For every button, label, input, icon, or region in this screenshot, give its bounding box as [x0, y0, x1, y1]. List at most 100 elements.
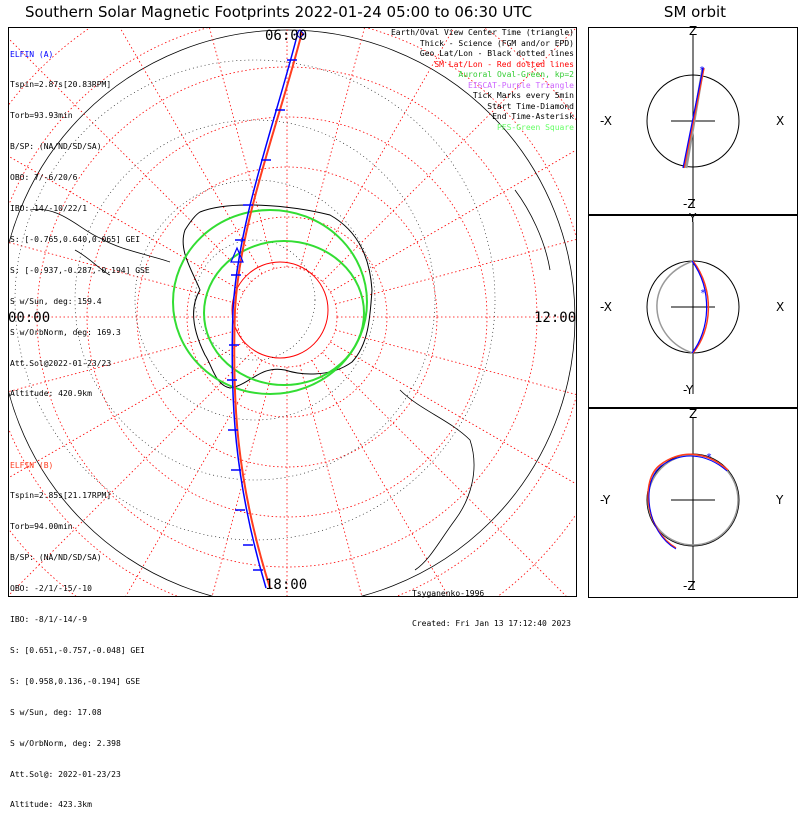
orbit-a-2 — [691, 260, 708, 354]
axis-label-up: Z — [689, 407, 697, 421]
geo-lat-circle — [194, 239, 316, 361]
sm-panel-yz-frame — [588, 408, 798, 598]
axis-label-right: X — [776, 300, 784, 314]
polar-time-label: 12:00 — [534, 310, 576, 326]
orbit-b-2 — [692, 260, 710, 354]
axis-label-right: Y — [775, 493, 784, 507]
legend-entry: Auroral Oval-Green, kp=2 — [458, 70, 574, 79]
legend-entry: Start Time-Diamond — [487, 101, 574, 111]
orbit-a-3 — [648, 455, 728, 550]
elfin-b-line: Att.Sol@: 2022-01-23/23 — [10, 769, 121, 779]
sm-panel-xz-frame — [588, 27, 798, 215]
elfin-a-line: Att.Sol@2022-01-23/23 — [10, 358, 112, 368]
elfin-a-line: IBO: 14/-10/22/1 — [10, 204, 88, 214]
sm-lon-line — [9, 156, 244, 293]
elfin-b-track — [233, 31, 303, 589]
sm-lat-circle — [236, 266, 338, 368]
sm-lat-circle — [86, 116, 488, 518]
axis-label-right: X — [776, 114, 784, 128]
sm-lat-circle — [186, 216, 388, 418]
geo-lat-circle — [134, 179, 376, 421]
elfin-b-line: OBO: -2/1/-15/-10 — [10, 584, 92, 594]
sm-orbit-title: SM orbit — [663, 3, 727, 21]
axis-label-up: Z — [689, 24, 697, 38]
sm-lon-line — [9, 329, 239, 392]
end-asterisk: * — [706, 452, 712, 463]
elfin-b-line: IBO: -8/1/-14/-9 — [10, 615, 88, 625]
geo-lat-circle — [74, 119, 436, 481]
elfin-b-line: S: [0.958,0.136,-0.194] GSE — [10, 676, 141, 686]
elfin-a-line: Altitude: 420.9km — [10, 389, 92, 399]
sm-lon-line — [335, 329, 576, 395]
footer: Tsyganenko-1996 Created: Fri Jan 13 17:1… — [412, 568, 571, 640]
legend-entry: PFS-Green Square — [496, 122, 574, 132]
sm-lon-line — [311, 28, 455, 274]
sm-panel-xy-frame — [588, 215, 798, 408]
footprint-map: 06:00 00:00 12:00 18:00 Z -Z -X X Y -Y -X X Z -Z -Y Y * *… — [8, 24, 784, 596]
elfin-a-line: OBO: 7/-6/20/6 — [10, 173, 78, 183]
sm-lon-line — [299, 28, 365, 269]
sm-lon-line — [9, 352, 252, 596]
elfin-a-track — [231, 31, 299, 589]
legend: Earth/Oval View Center Time (triangle) Th… — [391, 28, 574, 133]
elfin-b-line: S w/OrbNorm, deg: 2.398 — [10, 738, 121, 748]
legend-entry: End Time-Asterisk — [492, 112, 574, 121]
orbit-b-1 — [683, 67, 705, 169]
elfin-b-line: S: [0.651,-0.757,-0.048] GEI — [10, 645, 145, 655]
geo-lat-circle — [14, 59, 496, 541]
orbit-a-1 — [682, 67, 704, 169]
antarctica-outline — [182, 204, 373, 389]
axis-label-left: -X — [600, 114, 612, 128]
elfin-a-line: S w/OrbNorm, deg: 169.3 — [10, 327, 121, 337]
sm-lon-line — [311, 360, 449, 596]
sm-lon-line — [9, 38, 252, 282]
axis-label-down: -Z — [683, 197, 696, 211]
start-diamond — [295, 29, 305, 39]
sm-lon-line — [299, 365, 363, 596]
chart-title: Southern Solar Magnetic Footprints 2022-… — [25, 3, 533, 21]
axis-label-left: -Y — [600, 493, 611, 507]
created-label: Created: Fri Jan 13 17:12:40 2023 — [412, 619, 571, 629]
elfin-b-line: Altitude: 423.3km — [10, 800, 92, 810]
sm-lon-line — [125, 360, 263, 596]
sm-lon-line — [211, 365, 275, 596]
polar-time-label: 18:00 — [265, 577, 307, 593]
sm-lon-line — [330, 149, 576, 293]
elfin-a-line: B/SP: (NA/ND/SD/SA) — [10, 142, 102, 152]
axis-label-up: Y — [688, 211, 697, 225]
sm-lon-line — [322, 352, 567, 596]
elfin-a-line: Torb=93.93min — [10, 111, 73, 121]
model-label: Tsyganenko-1996 — [412, 588, 485, 598]
elfin-b-line: S w/Sun, deg: 17.08 — [10, 707, 102, 717]
polar-time-label: 00:00 — [8, 310, 50, 326]
elfin-a-line: S: [-0.765,0.640,0.065] GEI — [10, 234, 141, 244]
australia-outline — [399, 389, 475, 571]
elfin-b-line: B/SP: (NA/ND/SD/SA) — [10, 553, 102, 563]
elfin-a-line: S: [-0.937,-0.287,-0.194] GSE — [10, 265, 150, 275]
elfin-b-info: ELFIN (B) Tspin=2.85s[21.17RPM] Torb=94.… — [10, 440, 145, 821]
legend-entry: EISCAT-Purple Triangle — [468, 80, 574, 90]
elfin-b-line: Torb=94.00min — [10, 522, 73, 532]
polar-plot-frame — [8, 27, 577, 597]
axis-label-down: -Y — [683, 383, 694, 397]
sm-lon-line — [209, 28, 275, 269]
orbit-gray-2 — [656, 260, 694, 354]
end-asterisk: * — [699, 65, 705, 76]
elfin-b-name: ELFIN (B) — [10, 460, 54, 470]
legend-entry: Thick - Science (FGM and/or EPD) — [419, 38, 574, 48]
sm-lon-line — [330, 341, 576, 485]
auroral-oval-outer — [172, 209, 368, 395]
elfin-a-line: Tspin=2.87s[20.83RPM] — [10, 80, 112, 90]
elfin-a-line: S w/Sun, deg: 159.4 — [10, 296, 102, 306]
sm-lon-line — [119, 28, 263, 274]
legend-entry: Tick Marks every 5min — [472, 91, 574, 100]
elfin-a-info: ELFIN (A) Tspin=2.87s[20.83RPM] Torb=93.… — [10, 29, 150, 410]
sm-lon-line — [9, 341, 244, 478]
sm-lon-line — [322, 28, 576, 282]
elfin-a-name: ELFIN (A) — [10, 49, 54, 59]
end-asterisk: * — [700, 288, 706, 299]
elfin-b-line: Tspin=2.85s[21.17RPM] — [10, 491, 112, 501]
axis-label-left: -X — [600, 300, 612, 314]
view-center-triangle — [230, 246, 244, 263]
sm-lon-line — [9, 242, 239, 305]
